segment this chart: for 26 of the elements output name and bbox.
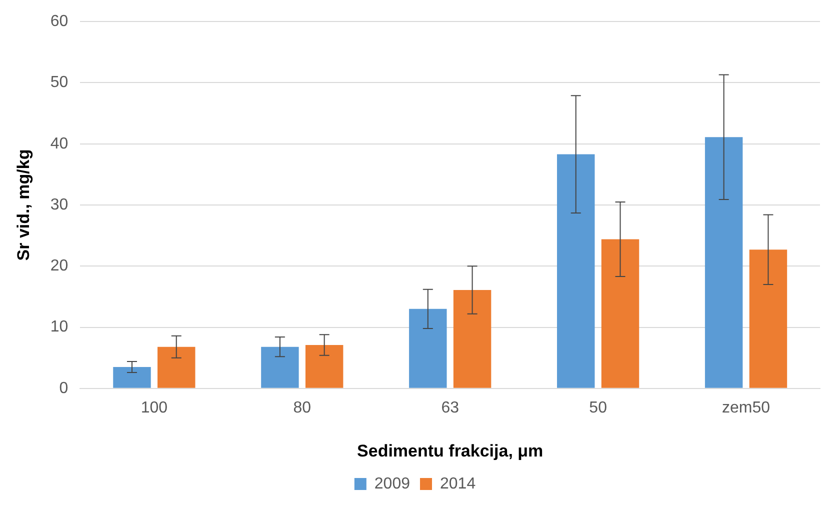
legend-label: 2009	[374, 475, 410, 492]
bar	[557, 154, 595, 388]
x-tick-label: 50	[589, 399, 608, 416]
bar	[261, 346, 299, 388]
bar	[158, 346, 196, 388]
y-tick-label: 30	[50, 196, 68, 214]
bar	[453, 290, 492, 388]
x-tick-label: 63	[441, 399, 460, 416]
y-tick-label: 40	[50, 135, 68, 152]
bar	[749, 250, 788, 388]
bar	[704, 137, 743, 388]
y-axis-title: Sr vid., mg/kg	[14, 149, 33, 261]
y-tick-label: 0	[59, 380, 68, 397]
y-tick-label: 20	[50, 258, 68, 275]
y-tick-label: 50	[50, 74, 68, 92]
bar	[113, 367, 151, 388]
legend-label: 2014	[440, 475, 476, 492]
bar	[409, 308, 447, 388]
y-tick-label: 10	[50, 318, 68, 336]
x-tick-label: 80	[293, 399, 312, 416]
x-tick-label: 100	[140, 399, 168, 416]
bar	[601, 239, 640, 388]
y-tick-label: 60	[50, 13, 68, 30]
x-tick-label: zem50	[722, 399, 770, 416]
bar	[305, 344, 344, 388]
x-axis-title: Sedimentu frakcija, μm	[357, 441, 544, 460]
